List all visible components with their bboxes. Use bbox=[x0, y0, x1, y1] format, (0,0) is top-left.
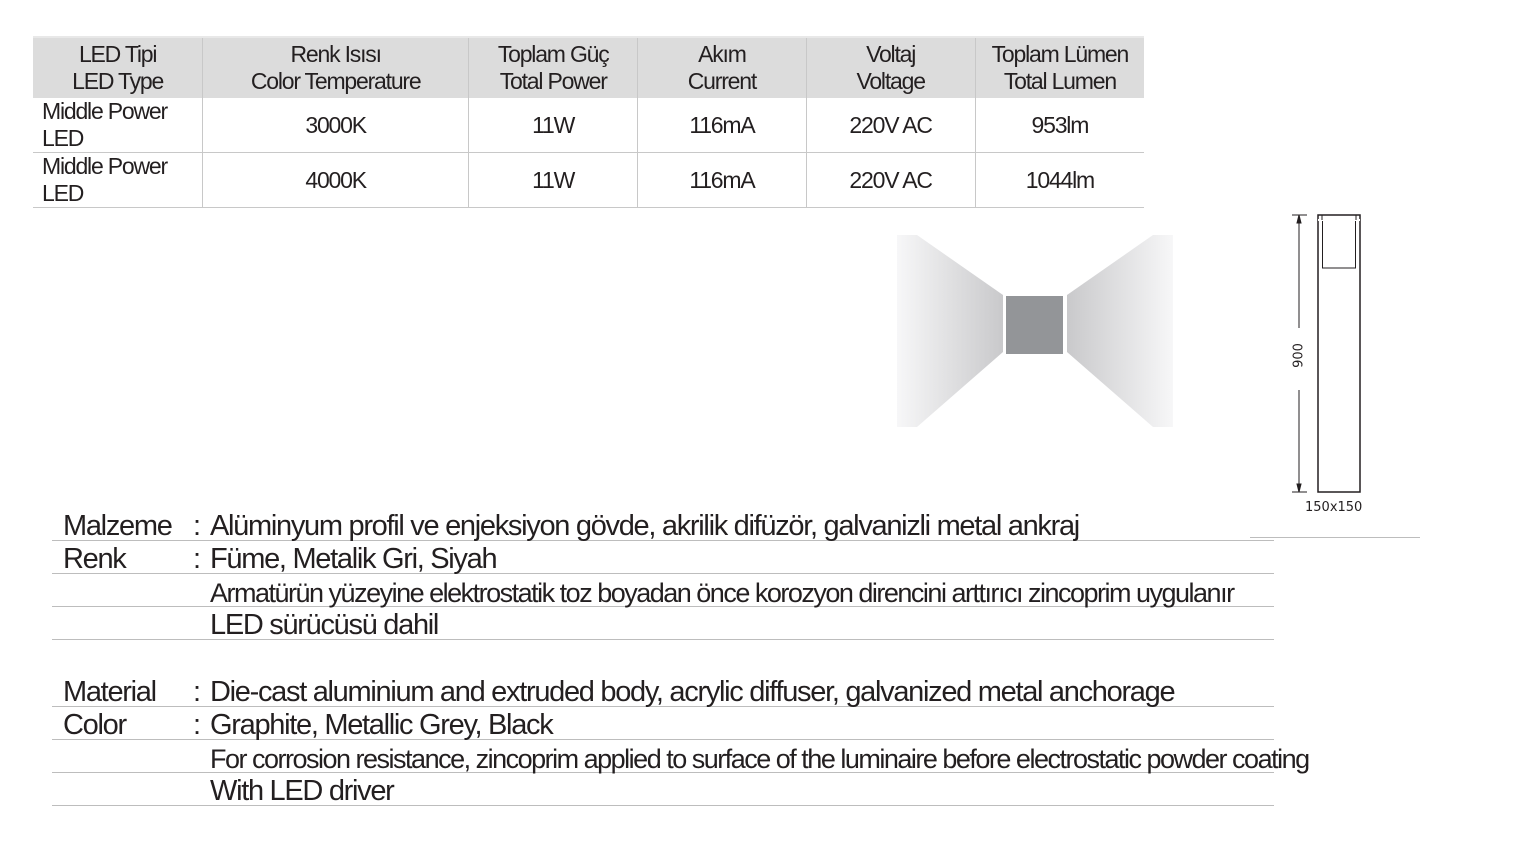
header-tr: Renk Isısı bbox=[290, 41, 382, 67]
header-total-lumen: Toplam Lümen Total Lumen bbox=[974, 36, 1144, 98]
cell-current: 116mA bbox=[637, 98, 807, 153]
cell-total-lumen: 1044lm bbox=[974, 152, 1144, 208]
color-value: Füme, Metalik Gri, Siyah bbox=[210, 543, 498, 575]
header-en: Total Lumen bbox=[1003, 68, 1117, 94]
header-en: LED Type bbox=[72, 68, 164, 94]
header-current: Akım Current bbox=[637, 36, 807, 98]
header-en: Current bbox=[687, 68, 758, 94]
cell-led-type: Middle Power LED bbox=[33, 98, 203, 153]
cell-total-power: 11W bbox=[468, 152, 638, 208]
material-label: Material bbox=[63, 676, 157, 708]
header-total-power: Toplam Güç Total Power bbox=[468, 36, 638, 98]
fixture-head bbox=[1006, 296, 1063, 354]
color-label: Renk bbox=[63, 543, 127, 575]
material-label: Malzeme bbox=[63, 510, 173, 542]
header-led-type: LED Tipi LED Type bbox=[33, 36, 203, 98]
left-beam bbox=[897, 235, 1003, 427]
right-beam bbox=[1067, 235, 1173, 427]
colon: : bbox=[193, 543, 201, 575]
colon: : bbox=[193, 676, 201, 708]
header-tr: Voltaj bbox=[866, 41, 916, 67]
table-header-row: LED Tipi LED Type Renk Isısı Color Tempera… bbox=[33, 36, 1144, 98]
color-row-en: Color: Graphite, Metallic Grey, Black bbox=[52, 706, 1274, 741]
driver-row-en: With LED driver bbox=[52, 772, 1274, 807]
header-tr: Akım bbox=[698, 41, 747, 67]
light-beam-illustration bbox=[897, 235, 1173, 427]
note-text: For corrosion resistance, zincoprim appl… bbox=[210, 744, 1310, 774]
cell-total-power: 11W bbox=[468, 98, 638, 153]
cell-color-temperature: 4000K bbox=[202, 152, 469, 208]
header-tr: Toplam Güç bbox=[497, 41, 610, 67]
colon: : bbox=[193, 709, 201, 741]
cell-color-temperature: 3000K bbox=[202, 98, 469, 153]
table-row: Middle Power LED 4000K 11W 116mA 220V AC… bbox=[33, 152, 1144, 208]
header-en: Total Power bbox=[499, 68, 608, 94]
table-row: Middle Power LED 3000K 11W 116mA 220V AC… bbox=[33, 98, 1144, 153]
color-label: Color bbox=[63, 709, 127, 741]
color-row-tr: Renk: Füme, Metalik Gri, Siyah bbox=[52, 540, 1274, 575]
note-row-tr: Armatürün yüzeyine elektrostatik toz boy… bbox=[52, 573, 1274, 608]
cell-current: 116mA bbox=[637, 152, 807, 208]
header-voltage: Voltaj Voltage bbox=[805, 36, 976, 98]
note-text: Armatürün yüzeyine elektrostatik toz boy… bbox=[210, 578, 1235, 608]
header-en: Voltage bbox=[856, 68, 926, 94]
driver-text: With LED driver bbox=[210, 775, 395, 807]
cell-led-type: Middle Power LED bbox=[33, 152, 203, 208]
cell-voltage: 220V AC bbox=[805, 152, 976, 208]
base-dimension-label: 150x150 bbox=[1305, 500, 1363, 515]
divider bbox=[1250, 537, 1420, 538]
header-tr: LED Tipi bbox=[78, 41, 158, 67]
height-dimension-label: 900 bbox=[1291, 343, 1307, 368]
material-value: Die-cast aluminium and extruded body, ac… bbox=[210, 676, 1176, 708]
dimension-drawing bbox=[1292, 214, 1361, 493]
colon: : bbox=[193, 510, 201, 542]
header-tr: Toplam Lümen bbox=[991, 41, 1130, 67]
cell-voltage: 220V AC bbox=[805, 98, 976, 153]
note-row-en: For corrosion resistance, zincoprim appl… bbox=[52, 739, 1310, 774]
cell-total-lumen: 953lm bbox=[974, 98, 1144, 153]
header-color-temperature: Renk Isısı Color Temperature bbox=[202, 36, 469, 98]
material-row-tr: Malzeme: Alüminyum profil ve enjeksiyon g… bbox=[52, 507, 1274, 542]
material-row-en: Material: Die-cast aluminium and extruded… bbox=[52, 673, 1274, 708]
header-en: Color Temperature bbox=[250, 68, 422, 94]
driver-text: LED sürücüsü dahil bbox=[210, 609, 439, 641]
material-value: Alüminyum profil ve enjeksiyon gövde, ak… bbox=[210, 510, 1080, 542]
spec-table: LED Tipi LED Type Renk Isısı Color Tempera… bbox=[33, 36, 1144, 208]
driver-row-tr: LED sürücüsü dahil bbox=[52, 606, 1274, 641]
color-value: Graphite, Metallic Grey, Black bbox=[210, 709, 554, 741]
